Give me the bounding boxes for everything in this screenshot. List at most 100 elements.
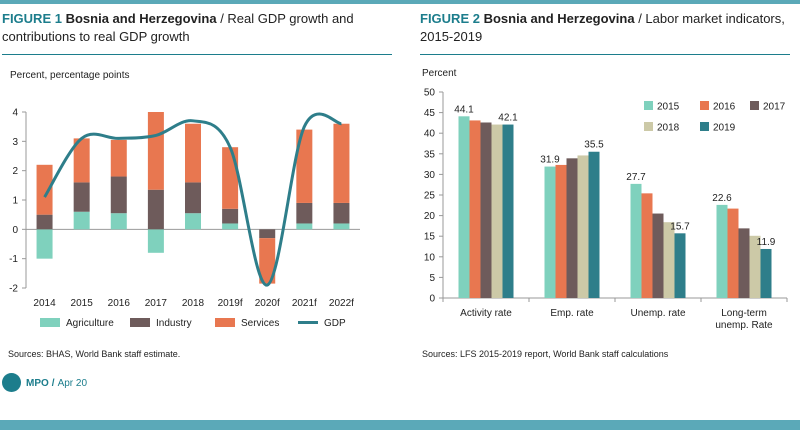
x-tick-label: 2021f [292, 298, 317, 309]
bar-2018-emp-rate [577, 155, 589, 298]
figure2-unit-label: Percent [422, 68, 457, 79]
y-tick-label: 40 [424, 129, 436, 140]
legend-swatch-2015 [644, 101, 653, 110]
bar-industry-2021f [296, 202, 313, 224]
legend-swatch-2019 [700, 122, 709, 131]
bar-industry-2017 [147, 189, 164, 230]
bar-2016-emp-rate [555, 164, 567, 298]
legend-label-agriculture: Agriculture [66, 318, 114, 329]
y-tick-label: 0 [429, 294, 435, 305]
footer-date: Apr 20 [57, 378, 88, 389]
bar-2018-long-term-unemp-rate [749, 235, 761, 298]
bar-2019-emp-rate [588, 151, 600, 298]
y-tick-label: 3 [12, 137, 18, 148]
y-tick-label: 0 [12, 225, 18, 236]
x-tick-label: Activity rate [460, 308, 512, 319]
bar-2015-emp-rate [544, 166, 556, 298]
legend-label-industry: Industry [156, 318, 192, 329]
figure1-source: Sources: BHAS, World Bank staff estimate… [8, 349, 181, 359]
bar-2018-unemp-rate [663, 222, 675, 298]
y-tick-label: 50 [424, 88, 436, 99]
y-tick-label: 10 [424, 252, 436, 263]
legend-label-2015: 2015 [657, 102, 680, 113]
x-tick-label: 2015 [71, 298, 94, 309]
data-label: 35.5 [584, 140, 604, 151]
x-tick-label: 2018 [182, 298, 205, 309]
y-tick-label: 4 [12, 108, 18, 119]
legend-label-2016: 2016 [713, 102, 736, 113]
bar-2016-activity-rate [469, 120, 481, 298]
bar-agriculture-2019f [222, 223, 239, 230]
bar-2015-long-term-unemp-rate [716, 204, 728, 298]
bar-2017-activity-rate [480, 122, 492, 298]
legend-label-services: Services [241, 318, 279, 329]
bar-2015-activity-rate [458, 116, 470, 298]
y-tick-label: -1 [9, 254, 18, 265]
x-tick-label: Emp. rate [550, 308, 594, 319]
x-tick-label: Unemp. rate [630, 308, 685, 319]
labor-market-chart: 0 5 10 15 20 25 30 35 40 45 50 Activity rate Emp. ra… [424, 88, 788, 331]
mpo-logo-circle [2, 373, 21, 392]
bar-2016-unemp-rate [641, 193, 653, 298]
bar-agriculture-2021f [296, 223, 313, 230]
x-tick-label: 2022f [329, 298, 354, 309]
bar-agriculture-2015 [73, 211, 90, 230]
legend-swatch-2016 [700, 101, 709, 110]
figure1-unit-label: Percent, percentage points [10, 70, 130, 81]
y-tick-label: 20 [424, 211, 436, 222]
legend-label-2018: 2018 [657, 123, 680, 134]
bar-services-2014 [36, 164, 53, 215]
bar-agriculture-2018 [185, 213, 201, 230]
bar-agriculture-2014 [36, 229, 53, 259]
figure1-title-rule [2, 54, 392, 55]
legend-swatch-2018 [644, 122, 653, 131]
figure1-title-text: / Real GDP growth and contributions to r… [2, 11, 354, 44]
y-tick-label: 35 [424, 149, 436, 160]
figure1-country: Bosnia and Herzegovina [65, 11, 217, 26]
data-label: 42.1 [498, 113, 518, 124]
bar-services-2015 [73, 138, 90, 183]
y-tick-label: 30 [424, 170, 436, 181]
bar-2018-activity-rate [491, 124, 503, 298]
bar-2017-emp-rate [566, 158, 578, 298]
y-tick-label: 1 [12, 196, 18, 207]
figure2-title-rule [420, 54, 790, 55]
x-tick-label: unemp. Rate [715, 320, 773, 331]
bar-2016-long-term-unemp-rate [727, 208, 739, 298]
top-accent-bar [0, 0, 800, 4]
x-tick-label: 2014 [33, 298, 56, 309]
bar-industry-2015 [73, 182, 90, 212]
bar-services-2016 [110, 139, 127, 177]
y-tick-label: 15 [424, 232, 436, 243]
legend-label-2019: 2019 [713, 123, 736, 134]
x-tick-label: Long-term [721, 308, 767, 319]
bar-industry-2020f [259, 229, 276, 239]
legend-swatch-2017 [750, 101, 759, 110]
y-tick-label: 5 [429, 273, 435, 284]
bar-agriculture-2022f [333, 223, 350, 230]
y-tick-label: -2 [9, 284, 18, 295]
x-tick-label: 2020f [255, 298, 280, 309]
bar-services-2018 [185, 123, 201, 183]
legend-swatch-services [215, 318, 235, 327]
footer-mpo: MPO [26, 378, 49, 389]
data-label: 44.1 [454, 104, 474, 115]
bar-2017-long-term-unemp-rate [738, 228, 750, 298]
x-tick-label: 2017 [145, 298, 168, 309]
y-tick-label: 2 [12, 166, 18, 177]
gdp-growth-chart: -2 -1 0 1 2 3 4 2014 2015 2016 2017 2018 2019f 2020f 2… [9, 108, 360, 329]
x-tick-label: 2016 [108, 298, 131, 309]
data-label: 31.9 [540, 155, 560, 166]
data-label: 11.9 [757, 237, 776, 248]
footer-text: MPO / Apr 20 [26, 378, 87, 389]
figure2-country: Bosnia and Herzegovina [483, 11, 635, 26]
figure2-title-text: / Labor market indicators, 2015-2019 [420, 11, 785, 44]
figure1-label: FIGURE 1 [2, 11, 62, 26]
bottom-accent-bar [0, 420, 800, 430]
bar-industry-2022f [333, 202, 350, 224]
bar-industry-2014 [36, 214, 53, 230]
figure2-label: FIGURE 2 [420, 11, 480, 26]
legend-swatch-agriculture [40, 318, 60, 327]
figure1-title: FIGURE 1 Bosnia and Herzegovina / Real G… [2, 10, 392, 46]
bar-2019-long-term-unemp-rate [760, 248, 772, 298]
